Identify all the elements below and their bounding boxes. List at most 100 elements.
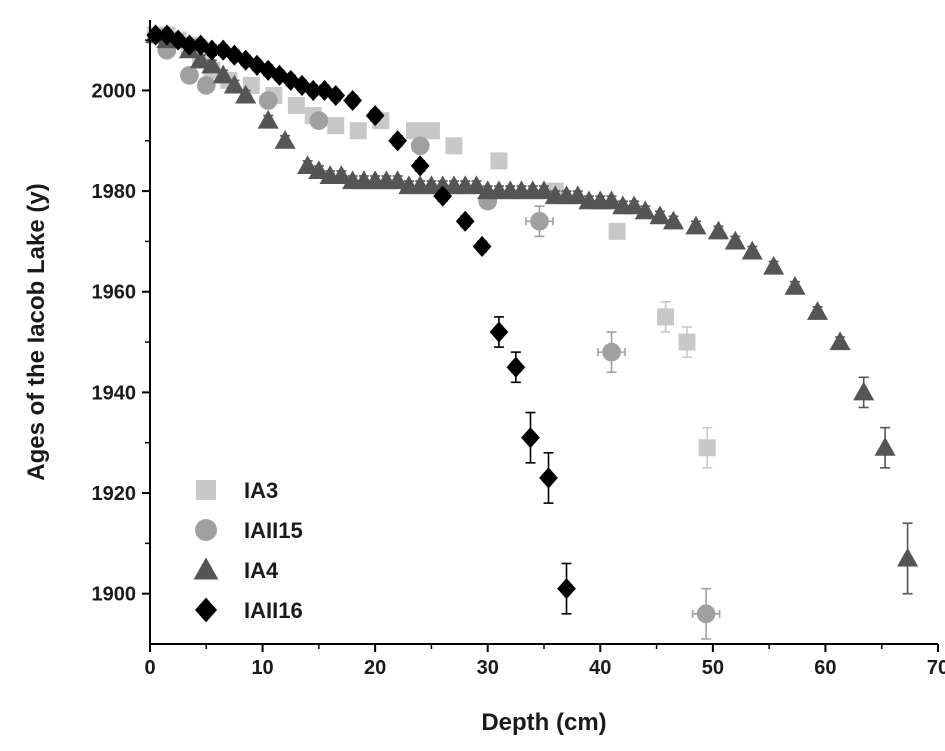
axes: 0 10 20 30 40 50 60 70 1900 1920 1940 1960 1980 2000: [92, 20, 945, 679]
legend-marker-iaii16: [195, 597, 217, 623]
data-point-iaii16: [247, 54, 267, 76]
data-point-iaii15: [180, 66, 199, 85]
data-point-iaii15: [309, 111, 329, 130]
plot-area: [145, 24, 919, 640]
data-point-ia4: [829, 331, 851, 351]
y-tick-label: 1980: [92, 181, 137, 203]
series-iaii16: [146, 24, 576, 615]
data-point-iaii15: [410, 136, 430, 156]
data-point-ia4: [763, 255, 785, 275]
data-point-ia4: [874, 437, 896, 456]
data-point-iaii15: [196, 76, 216, 95]
legend: IA3 IAII15 IA4 IAII16: [193, 478, 303, 623]
x-tick-label: 30: [477, 657, 499, 679]
data-point-ia3: [445, 137, 463, 155]
y-axis-title: Ages of the Iacob Lake (y): [23, 183, 50, 480]
data-point-iaii16: [326, 84, 346, 107]
data-point-iaii16: [539, 467, 558, 489]
data-point-ia3: [490, 152, 508, 170]
data-point-ia4: [212, 64, 234, 84]
data-point-ia4: [223, 74, 245, 94]
data-point-iaii16: [303, 79, 323, 101]
data-point-ia4: [567, 185, 589, 205]
data-point-iaii16: [202, 39, 222, 61]
data-point-ia4: [649, 205, 671, 225]
data-point-ia4: [533, 180, 555, 200]
y-tick-label: 1940: [92, 382, 137, 404]
data-point-iaii16: [180, 34, 199, 56]
data-point-ia4: [235, 84, 257, 104]
data-point-ia4: [387, 170, 409, 190]
data-point-ia4: [853, 381, 875, 401]
series-iaii15: [157, 40, 721, 640]
x-axis-title: Depth (cm): [481, 709, 606, 736]
data-point-ia4: [662, 210, 684, 230]
data-point-ia4: [297, 155, 319, 174]
x-tick-label: 40: [589, 657, 611, 679]
data-point-iaii16: [455, 210, 475, 232]
data-point-ia3: [349, 122, 367, 140]
data-point-iaii16: [343, 89, 362, 112]
data-point-iaii16: [258, 59, 278, 81]
data-point-ia3: [287, 97, 305, 115]
data-point-iaii16: [557, 578, 576, 600]
data-point-ia4: [724, 230, 746, 250]
data-point-ia3: [678, 333, 696, 351]
data-point-ia4: [807, 301, 829, 320]
data-point-ia3: [608, 222, 626, 240]
data-point-iaii15: [602, 342, 621, 362]
data-point-iaii16: [365, 105, 385, 127]
data-point-ia4: [465, 175, 487, 195]
data-point-ia4: [330, 165, 352, 185]
legend-label-ia4: IA4: [244, 558, 279, 583]
data-point-ia3: [406, 122, 424, 140]
x-tick-label: 70: [927, 657, 945, 679]
data-point-ia3: [327, 117, 345, 135]
data-point-ia4: [707, 220, 730, 240]
x-tick-label: 50: [702, 657, 724, 679]
data-point-ia3: [422, 122, 440, 140]
x-tick-label: 20: [364, 657, 386, 679]
data-point-ia4: [741, 240, 763, 260]
data-point-ia4: [601, 190, 623, 210]
x-tick-label: 60: [814, 657, 836, 679]
data-point-ia4: [190, 49, 212, 69]
data-point-ia4: [257, 109, 279, 129]
data-point-iaii16: [506, 356, 526, 378]
data-point-ia4: [308, 160, 330, 180]
data-point-iaii16: [270, 64, 289, 86]
data-point-iaii15: [696, 604, 716, 624]
y-tick-label: 2000: [92, 80, 137, 102]
data-point-ia4: [201, 54, 223, 74]
data-point-ia4: [897, 547, 919, 567]
data-point-ia3: [657, 308, 675, 326]
y-tick-label: 1900: [92, 584, 137, 606]
data-point-ia3: [698, 439, 716, 457]
data-point-ia4: [274, 130, 296, 149]
y-tick-label: 1960: [92, 282, 137, 304]
data-point-iaii15: [258, 91, 278, 110]
y-tick-label: 1920: [92, 483, 137, 505]
legend-marker-ia3: [196, 480, 216, 500]
data-point-iaii16: [521, 427, 540, 449]
data-point-iaii15: [530, 211, 549, 231]
legend-label-ia3: IA3: [244, 478, 278, 503]
legend-label-iaii15: IAII15: [244, 518, 303, 543]
data-point-ia4: [623, 195, 645, 215]
data-point-iaii16: [489, 321, 509, 343]
data-point-ia4: [784, 275, 806, 295]
data-point-iaii16: [433, 185, 453, 207]
data-point-iaii16: [472, 235, 492, 257]
legend-label-iaii16: IAII16: [244, 598, 303, 623]
data-point-iaii16: [410, 155, 430, 177]
data-point-ia4: [634, 200, 656, 220]
series-ia4: [145, 24, 919, 595]
data-point-ia4: [685, 215, 707, 235]
legend-marker-iaii15: [195, 519, 217, 541]
legend-marker-ia4: [193, 557, 219, 580]
data-point-iaii16: [388, 130, 408, 152]
x-tick-label: 0: [144, 657, 155, 679]
x-tick-label: 10: [251, 657, 273, 679]
